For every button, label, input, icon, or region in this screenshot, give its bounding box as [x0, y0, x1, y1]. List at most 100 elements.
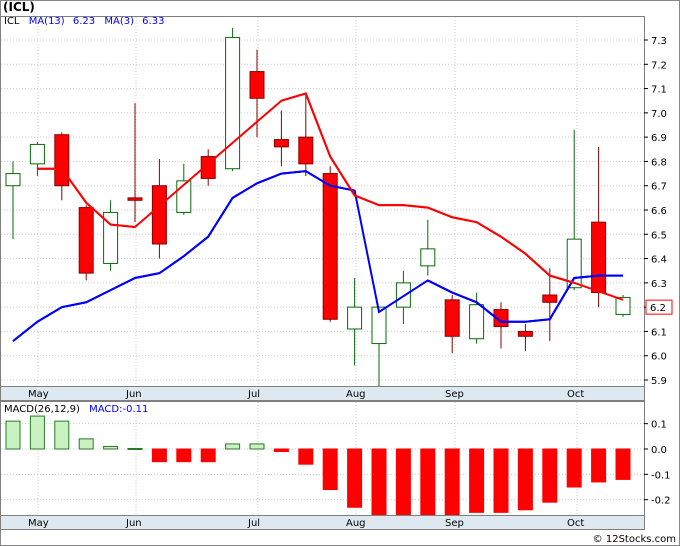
macd-bar-positive	[249, 443, 265, 450]
macd-histogram	[5, 415, 631, 516]
price-tick-label: 6.8	[651, 157, 667, 168]
candle-up	[29, 143, 45, 165]
price-panel	[0, 16, 645, 387]
macd-bar-negative	[273, 448, 289, 453]
candle-up	[615, 296, 631, 315]
watermark: © 12Stocks.com	[593, 534, 676, 545]
price-tick-label: 7.3	[651, 36, 667, 47]
legend-symbol: ICL	[4, 16, 20, 27]
macd-panel	[0, 401, 645, 516]
candle-up	[469, 304, 485, 340]
macd-bar-negative	[347, 448, 363, 508]
macd-bar-positive	[103, 445, 119, 450]
candle-down	[591, 221, 607, 294]
candle-down	[542, 294, 558, 303]
macd-bar-negative	[591, 448, 607, 483]
macd-tick-label: 0.0	[651, 445, 667, 456]
macd-bar-negative	[298, 448, 314, 465]
legend-ma3-label: MA(3)	[104, 16, 134, 27]
ma13-line-full	[12, 170, 623, 342]
moving-average-lines	[12, 92, 624, 342]
macd-bar-negative	[151, 448, 167, 463]
macd-bar-negative	[444, 448, 460, 516]
last-price-box	[645, 299, 673, 315]
price-tick-label: 6.9	[651, 133, 667, 144]
macd-bar-negative	[469, 448, 485, 513]
candle-down	[322, 173, 338, 320]
candle-up	[5, 173, 21, 187]
month-label: Sep	[445, 518, 464, 529]
macd-legend-value: MACD:-0.11	[89, 404, 148, 415]
price-tick-label: 6.3	[651, 279, 667, 290]
macd-legend-name: MACD(26,12,9)	[4, 404, 80, 415]
macd-bar-negative	[493, 448, 509, 513]
candle-down	[273, 139, 289, 148]
month-label: Oct	[567, 389, 584, 400]
price-x-axis-labels: May Jun Jul Aug Sep Oct	[28, 389, 584, 400]
legend-ma13-label: MA(13)	[29, 16, 65, 27]
macd-bar-negative	[566, 448, 582, 488]
macd-bar-positive	[29, 415, 45, 450]
price-tick-label: 6.1	[651, 327, 667, 338]
macd-bar-negative	[395, 448, 411, 516]
price-tick-label: 5.9	[651, 376, 667, 387]
month-label: Jun	[125, 518, 142, 529]
macd-bar-negative	[322, 448, 338, 491]
macd-bar-negative	[420, 448, 436, 516]
macd-bar-negative	[615, 448, 631, 480]
ma3-line-full	[37, 92, 624, 301]
macd-tick-label: -0.2	[651, 496, 671, 507]
candle-down	[517, 330, 533, 337]
legend-ma13-value: 6.23	[73, 16, 95, 27]
macd-bar-negative	[200, 448, 216, 463]
chart-title: (ICL)	[3, 0, 35, 14]
candle-down	[78, 207, 94, 274]
candle-down	[249, 71, 265, 99]
macd-bar-positive	[225, 443, 241, 450]
macd-month-axis	[0, 515, 645, 530]
macd-bar-positive	[54, 420, 70, 450]
price-tick-label: 7.2	[651, 60, 667, 71]
macd-bar-positive	[5, 420, 21, 450]
macd-tick-label: -0.1	[651, 470, 671, 481]
month-label: Jul	[247, 518, 260, 529]
last-price-label: 6.2	[650, 303, 666, 314]
legend-ma3-value: 6.33	[142, 16, 164, 27]
price-legend: ICL MA(13) 6.23 MA(3) 6.33	[4, 16, 164, 27]
candle-down	[298, 136, 314, 165]
month-label: Sep	[445, 389, 464, 400]
price-tick-label: 6.7	[651, 182, 667, 193]
candle-down	[444, 299, 460, 337]
candle-down	[151, 185, 167, 245]
month-label: Oct	[567, 518, 584, 529]
price-tick-label: 7.1	[651, 85, 667, 96]
month-label: Jun	[125, 389, 142, 400]
price-tick-label: 6.5	[651, 230, 667, 241]
price-tick-label: 6.6	[651, 206, 667, 217]
month-label: Aug	[346, 518, 366, 529]
macd-tick-label: 0.1	[651, 420, 667, 431]
month-label: Jul	[247, 389, 260, 400]
price-tick-label: 6.0	[651, 352, 667, 363]
candle-up	[347, 306, 363, 330]
price-month-axis	[0, 386, 645, 401]
month-label: Aug	[346, 389, 366, 400]
last-price-marker: 6.2	[645, 299, 673, 315]
candle-up	[420, 248, 436, 267]
macd-bar-negative	[176, 448, 192, 463]
price-tick-label: 7.0	[651, 109, 667, 120]
macd-legend: MACD(26,12,9) MACD:-0.11	[4, 404, 148, 415]
month-label: May	[28, 389, 49, 400]
macd-y-axis: 0.1 0.0 -0.1 -0.2	[644, 420, 671, 507]
macd-bar-negative	[542, 448, 558, 503]
candle-down	[127, 197, 143, 201]
candle-up	[395, 282, 411, 308]
price-y-axis: 5.9 6.0 6.1 6.2 6.3 6.4 6.5 6.6 6.7 6.8 6.9 7.0 7.1 7…	[644, 36, 667, 387]
candle-up	[225, 37, 241, 170]
price-tick-label: 6.4	[651, 255, 667, 266]
macd-bar-negative	[371, 448, 387, 516]
price-gridlines	[1, 17, 644, 386]
macd-bar-positive	[127, 448, 143, 450]
macd-x-axis-labels: May Jun Jul Aug Sep Oct	[28, 518, 584, 529]
